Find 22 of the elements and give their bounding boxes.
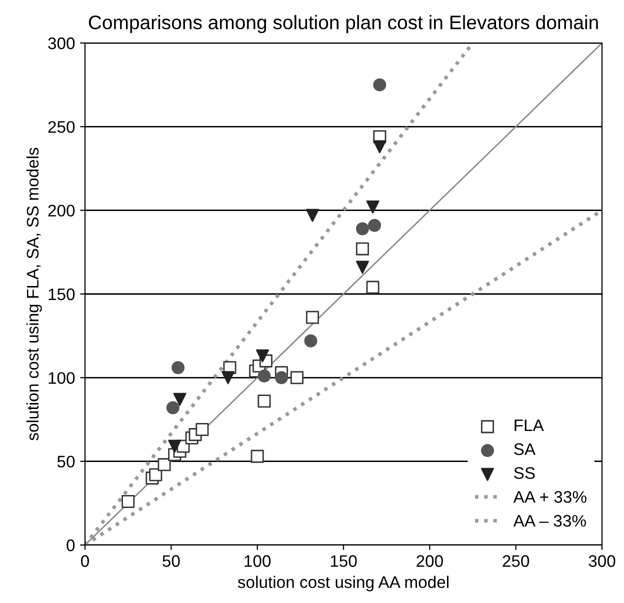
legend-label: FLA bbox=[514, 420, 544, 432]
x-axis-title: solution cost using AA model bbox=[238, 576, 448, 592]
x-tick-label: 250 bbox=[502, 555, 530, 567]
y-tick-label: 200 bbox=[48, 204, 75, 217]
chart-title: Comparisons among solution plan cost in Elevators domain bbox=[88, 15, 598, 34]
legend-label: AA – 33% bbox=[513, 514, 586, 527]
x-tick-label: 0 bbox=[81, 555, 89, 567]
y-tick-label: 150 bbox=[48, 288, 75, 300]
x-tick-label: 150 bbox=[330, 555, 357, 567]
legend-label: SA bbox=[514, 443, 536, 456]
y-tick-label: 50 bbox=[57, 456, 75, 468]
y-tick-label: 300 bbox=[48, 37, 75, 50]
y-tick-label: 250 bbox=[48, 121, 75, 133]
y-tick-label: 100 bbox=[48, 372, 75, 384]
x-tick-label: 300 bbox=[588, 555, 616, 567]
x-tick-label: 200 bbox=[416, 555, 443, 567]
legend-label: SS bbox=[514, 467, 535, 479]
legend-label: AA + 33% bbox=[513, 491, 586, 503]
x-tick-label: 50 bbox=[162, 555, 180, 567]
y-axis-title: solution cost using FLA, SA, SS models bbox=[26, 148, 42, 440]
y-tick-label: 0 bbox=[66, 539, 75, 552]
x-tick-label: 100 bbox=[244, 555, 271, 567]
